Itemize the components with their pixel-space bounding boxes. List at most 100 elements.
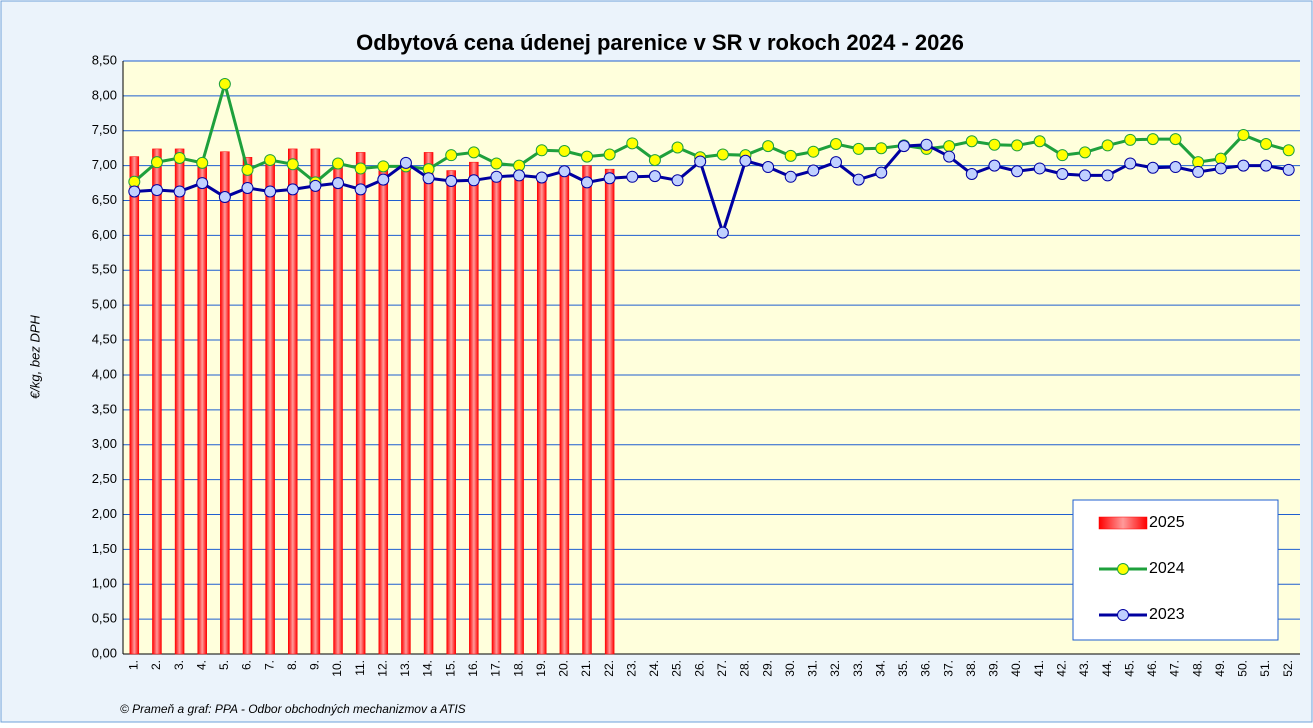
y-tick-label: 6,00: [92, 227, 117, 242]
marker: [1124, 157, 1137, 170]
x-tick-label: 32.: [828, 660, 842, 677]
bar: [536, 173, 547, 655]
marker: [286, 183, 299, 196]
bar: [220, 151, 230, 655]
marker: [264, 185, 277, 198]
marker: [1011, 139, 1024, 152]
bar: [265, 161, 275, 655]
marker: [1214, 162, 1227, 175]
y-tick-label: 0,00: [92, 645, 117, 660]
y-tick-label: 6,50: [92, 192, 117, 207]
x-tick-label: 7.: [262, 660, 276, 670]
marker: [218, 78, 231, 91]
marker: [1169, 133, 1182, 146]
marker: [1124, 133, 1137, 146]
marker: [286, 158, 299, 171]
bar: [197, 164, 207, 655]
marker: [829, 138, 842, 151]
marker: [1056, 149, 1069, 162]
marker: [490, 157, 503, 170]
marker: [603, 172, 616, 185]
marker: [1260, 138, 1273, 151]
y-tick-label: 4,50: [92, 331, 117, 346]
marker: [1033, 135, 1046, 148]
bar: [491, 172, 502, 655]
y-tick-label: 1,50: [92, 541, 117, 556]
chart-title: Odbytová cena údenej parenice v SR v rok…: [356, 30, 964, 55]
marker: [513, 169, 526, 182]
marker: [128, 185, 141, 198]
bar: [469, 161, 479, 655]
marker: [897, 140, 910, 153]
x-tick-label: 11.: [353, 660, 367, 676]
marker: [173, 151, 186, 164]
bar: [582, 165, 592, 655]
x-tick-label: 19.: [534, 660, 548, 677]
marker: [626, 170, 639, 183]
marker: [377, 173, 390, 186]
bar: [604, 168, 615, 655]
marker: [920, 138, 933, 151]
bar: [559, 166, 570, 655]
x-tick-label: 46.: [1145, 660, 1159, 677]
marker: [965, 168, 978, 181]
marker: [218, 191, 231, 204]
marker: [1260, 159, 1273, 172]
marker: [807, 164, 820, 177]
marker: [422, 172, 435, 185]
marker: [988, 138, 1001, 151]
x-tick-label: 17.: [489, 660, 503, 677]
x-tick-label: 35.: [896, 660, 910, 677]
x-tick-label: 28.: [738, 660, 752, 677]
marker: [762, 140, 775, 153]
marker: [241, 181, 254, 194]
line: [134, 143, 1289, 238]
x-tick-label: 3.: [172, 660, 186, 670]
marker: [1237, 159, 1250, 172]
marker: [1192, 165, 1205, 178]
marker: [467, 174, 480, 187]
marker: [671, 174, 684, 187]
marker: [173, 185, 186, 198]
marker: [875, 142, 888, 155]
marker: [535, 171, 548, 184]
legend-label: 2024: [1149, 560, 1185, 577]
x-tick-label: 24.: [647, 660, 661, 677]
y-tick-label: 8,00: [92, 87, 117, 102]
x-tick-label: 5.: [217, 660, 231, 670]
marker: [354, 162, 367, 175]
x-tick-label: 39.: [987, 660, 1001, 677]
marker: [875, 166, 888, 179]
x-tick-label: 50.: [1236, 660, 1250, 677]
marker: [558, 165, 571, 178]
y-tick-label: 5,00: [92, 297, 117, 312]
marker: [1282, 163, 1295, 176]
y-tick-label: 5,50: [92, 262, 117, 277]
x-tick-label: 40.: [1009, 660, 1023, 677]
marker: [671, 141, 684, 154]
x-tick-label: 1.: [126, 660, 140, 670]
y-tick-label: 2,50: [92, 471, 117, 486]
marker: [1011, 165, 1024, 178]
marker: [988, 159, 1001, 172]
marker: [603, 148, 616, 161]
bar: [333, 165, 343, 655]
y-tick-label: 1,00: [92, 576, 117, 591]
bar: [355, 152, 366, 655]
x-tick-label: 36.: [919, 660, 933, 677]
legend-label: 2023: [1149, 606, 1185, 623]
marker: [445, 149, 458, 162]
x-tick-label: 8.: [285, 660, 299, 670]
marker: [1169, 161, 1182, 174]
marker: [332, 177, 345, 190]
marker: [581, 150, 594, 163]
x-tick-label: 48.: [1190, 660, 1204, 677]
x-tick-label: 37.: [941, 660, 955, 677]
bar: [401, 167, 411, 655]
marker: [694, 155, 707, 168]
x-tick-label: 10.: [330, 660, 344, 677]
x-tick-label: 25.: [670, 660, 684, 677]
marker: [535, 144, 548, 157]
marker: [1033, 162, 1046, 175]
x-tick-label: 47.: [1168, 660, 1182, 677]
